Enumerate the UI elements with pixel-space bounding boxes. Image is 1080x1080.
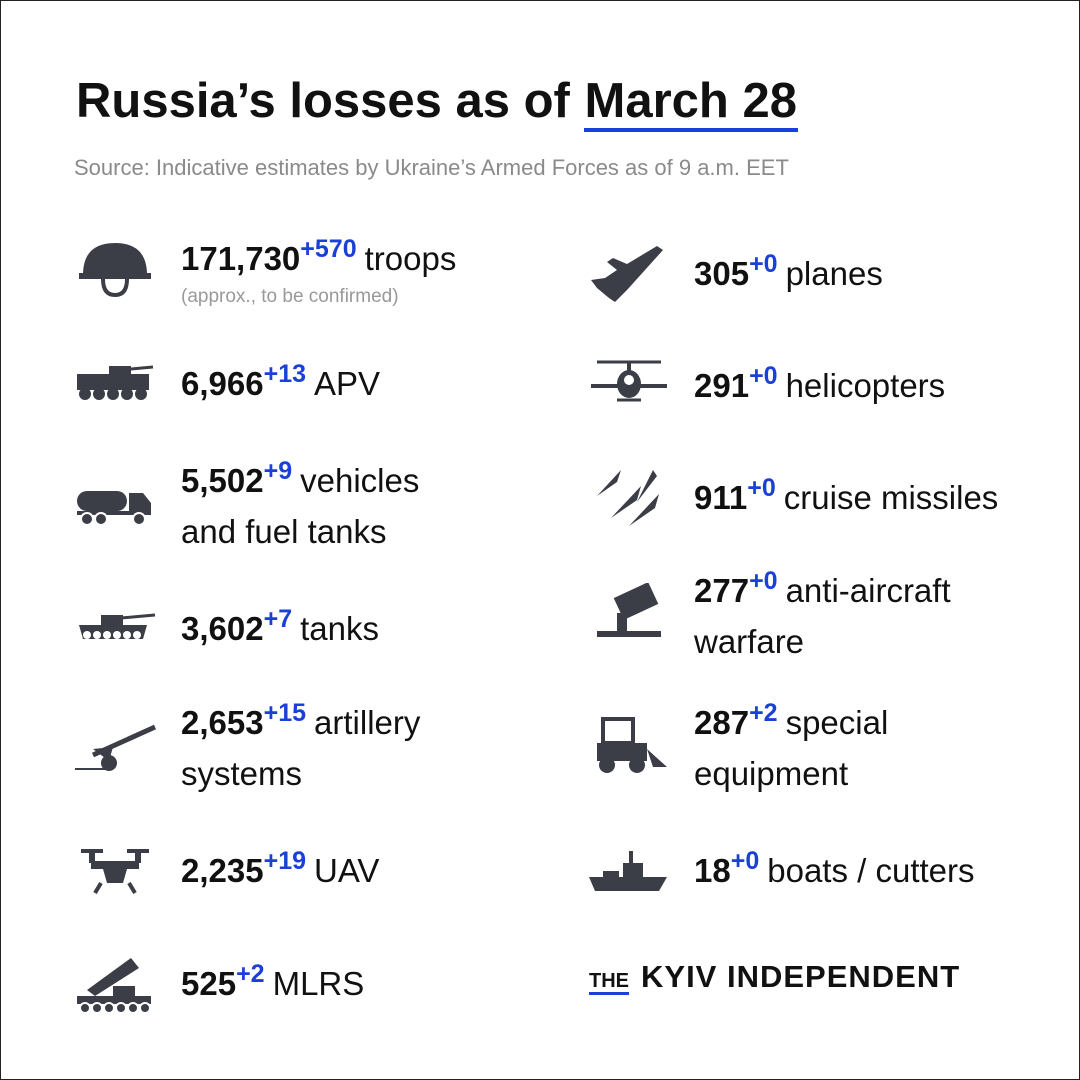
label: systems bbox=[181, 755, 303, 792]
logo-prefix: THE bbox=[589, 970, 629, 995]
count: 305 bbox=[694, 255, 750, 292]
count: 277 bbox=[694, 572, 750, 609]
stat-row: 3,602+7 tanks bbox=[181, 605, 379, 656]
change: +2 bbox=[749, 699, 778, 727]
count: 6,966 bbox=[181, 365, 264, 402]
title-text: Russia’s losses as of bbox=[76, 74, 570, 128]
stat-row: 305+0 planes bbox=[694, 250, 883, 301]
stat-line: 171,730+570 troops bbox=[181, 235, 456, 286]
stat-line: 911+0 cruise missiles bbox=[694, 474, 998, 525]
change: +9 bbox=[263, 457, 293, 485]
change: +19 bbox=[263, 847, 307, 875]
title: Russia’s losses as of March 28 bbox=[76, 73, 798, 132]
title-date: March 28 bbox=[583, 74, 798, 132]
stat-row: 525+2 MLRS bbox=[181, 960, 364, 1011]
stat-row: 171,730+570 troops (approx., to be confirm… bbox=[181, 235, 456, 308]
stat-line: 2,653+15 artillery bbox=[181, 699, 420, 750]
label: helicopters bbox=[785, 367, 946, 404]
label: warfare bbox=[694, 623, 805, 660]
count: 525 bbox=[181, 965, 237, 1002]
change: +0 bbox=[749, 567, 778, 595]
logo: THE KYIV INDEPENDENT bbox=[589, 959, 960, 995]
icon bbox=[589, 851, 667, 891]
stat-row: 18+0 boats / cutters bbox=[694, 847, 975, 898]
stat-line: 18+0 boats / cutters bbox=[694, 847, 975, 898]
icon bbox=[79, 243, 151, 298]
change: +0 bbox=[747, 474, 776, 502]
change: +0 bbox=[730, 847, 760, 875]
stat-row: 6,966+13 APV bbox=[181, 360, 380, 411]
stat-line: 2,235+19 UAV bbox=[181, 847, 379, 898]
count: 171,730 bbox=[181, 240, 301, 277]
icon bbox=[77, 491, 151, 526]
label: tanks bbox=[300, 610, 379, 647]
count: 18 bbox=[694, 852, 731, 889]
stat-line: 291+0 helicopters bbox=[694, 362, 945, 413]
stat-row: 2,235+19 UAV bbox=[181, 847, 379, 898]
stat-line: 5,502+9 vehicles bbox=[181, 457, 419, 508]
icon bbox=[75, 724, 157, 771]
stat-line: and fuel tanks bbox=[181, 508, 419, 556]
change: +570 bbox=[300, 235, 357, 263]
label: and fuel tanks bbox=[181, 513, 387, 550]
icon bbox=[597, 583, 661, 637]
change: +2 bbox=[236, 960, 265, 988]
stat-row: 287+2 special equipment bbox=[694, 699, 888, 798]
label: boats / cutters bbox=[767, 852, 975, 889]
label: vehicles bbox=[300, 462, 420, 499]
note: (approx., to be confirmed) bbox=[181, 286, 399, 307]
label: cruise missiles bbox=[783, 479, 999, 516]
label: anti-aircraft bbox=[785, 572, 951, 609]
icon bbox=[591, 246, 663, 302]
change: +0 bbox=[749, 362, 778, 390]
stat-line: 305+0 planes bbox=[694, 250, 883, 301]
count: 5,502 bbox=[181, 462, 264, 499]
stat-line: warfare bbox=[694, 618, 951, 666]
label: troops bbox=[364, 240, 457, 277]
count: 3,602 bbox=[181, 610, 264, 647]
icon bbox=[77, 365, 154, 400]
label: MLRS bbox=[272, 965, 365, 1002]
stat-line: 525+2 MLRS bbox=[181, 960, 364, 1011]
stat-line: 3,602+7 tanks bbox=[181, 605, 379, 656]
icon bbox=[79, 613, 156, 639]
stat-line: equipment bbox=[694, 750, 888, 798]
logo-name: KYIV INDEPENDENT bbox=[641, 959, 961, 994]
change: +7 bbox=[263, 605, 293, 633]
count: 287 bbox=[694, 704, 750, 741]
count: 2,235 bbox=[181, 852, 264, 889]
change: +13 bbox=[263, 360, 307, 388]
label: APV bbox=[314, 365, 381, 402]
icon bbox=[597, 470, 659, 526]
stat-line: 277+0 anti-aircraft bbox=[694, 567, 951, 618]
stat-line: 6,966+13 APV bbox=[181, 360, 380, 411]
count: 911 bbox=[694, 479, 748, 516]
change: +15 bbox=[263, 699, 307, 727]
stat-row: 277+0 anti-aircraft warfare bbox=[694, 567, 951, 666]
stat-row: 291+0 helicopters bbox=[694, 362, 945, 413]
change: +0 bbox=[749, 250, 778, 278]
stat-row: 5,502+9 vehicles and fuel tanks bbox=[181, 457, 419, 556]
icon bbox=[81, 849, 149, 895]
icon bbox=[591, 360, 667, 402]
label: artillery bbox=[314, 704, 421, 741]
count: 2,653 bbox=[181, 704, 264, 741]
source: Source: Indicative estimates by Ukraine’… bbox=[74, 155, 789, 180]
icon bbox=[77, 958, 151, 1014]
label: UAV bbox=[314, 852, 380, 889]
stat-line: 287+2 special bbox=[694, 699, 888, 750]
stat-row: 2,653+15 artillery systems bbox=[181, 699, 420, 798]
label: planes bbox=[785, 255, 883, 292]
label: special bbox=[785, 704, 889, 741]
label: equipment bbox=[694, 755, 849, 792]
icon bbox=[597, 717, 667, 773]
count: 291 bbox=[694, 367, 750, 404]
stat-row: 911+0 cruise missiles bbox=[694, 474, 998, 525]
stat-line: systems bbox=[181, 750, 420, 798]
